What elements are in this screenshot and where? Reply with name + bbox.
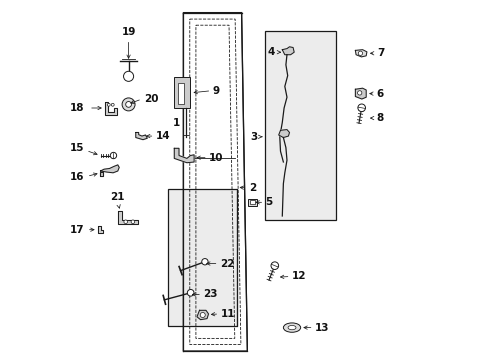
Polygon shape	[197, 310, 208, 320]
Text: 16: 16	[70, 172, 84, 182]
Circle shape	[123, 71, 133, 81]
Polygon shape	[282, 47, 294, 55]
Text: 11: 11	[220, 309, 235, 319]
Circle shape	[187, 289, 194, 296]
Bar	[264, 31, 335, 220]
Polygon shape	[136, 132, 147, 140]
Text: 6: 6	[375, 89, 383, 99]
Text: 3: 3	[249, 132, 257, 142]
Polygon shape	[278, 130, 289, 138]
Circle shape	[357, 91, 361, 95]
Bar	[247, 199, 256, 206]
Circle shape	[358, 51, 362, 55]
Polygon shape	[355, 50, 366, 57]
Circle shape	[125, 102, 131, 107]
Polygon shape	[98, 226, 103, 233]
Circle shape	[200, 312, 205, 318]
Text: 20: 20	[143, 94, 158, 104]
Text: 7: 7	[376, 48, 384, 58]
Text: 12: 12	[291, 271, 306, 282]
Text: 22: 22	[220, 258, 234, 269]
Text: 8: 8	[375, 113, 383, 123]
Text: 1: 1	[173, 118, 180, 128]
Text: 21: 21	[110, 192, 125, 202]
Polygon shape	[104, 102, 117, 115]
Circle shape	[111, 103, 114, 106]
Text: 15: 15	[70, 143, 84, 153]
Polygon shape	[101, 165, 119, 173]
Text: 13: 13	[314, 323, 329, 333]
Circle shape	[270, 262, 278, 270]
Text: 18: 18	[70, 103, 84, 113]
Polygon shape	[355, 88, 366, 99]
Circle shape	[110, 152, 117, 159]
Polygon shape	[100, 172, 103, 176]
Ellipse shape	[283, 323, 300, 332]
Ellipse shape	[287, 325, 295, 330]
Text: 5: 5	[265, 197, 272, 207]
Text: 10: 10	[209, 153, 224, 163]
Polygon shape	[174, 148, 194, 163]
Circle shape	[131, 220, 134, 224]
Bar	[174, 77, 190, 108]
Bar	[249, 200, 255, 204]
Circle shape	[202, 258, 208, 265]
Text: 2: 2	[248, 183, 256, 193]
Text: 9: 9	[212, 86, 220, 96]
Polygon shape	[118, 211, 138, 224]
Circle shape	[357, 104, 365, 112]
Text: 19: 19	[121, 27, 136, 37]
Text: 4: 4	[267, 47, 275, 57]
Circle shape	[107, 103, 110, 106]
Text: 23: 23	[203, 289, 218, 300]
Text: 17: 17	[69, 225, 84, 235]
Circle shape	[122, 98, 135, 111]
Text: 14: 14	[156, 131, 171, 141]
Bar	[178, 83, 184, 104]
Bar	[168, 189, 236, 326]
Circle shape	[123, 220, 127, 224]
